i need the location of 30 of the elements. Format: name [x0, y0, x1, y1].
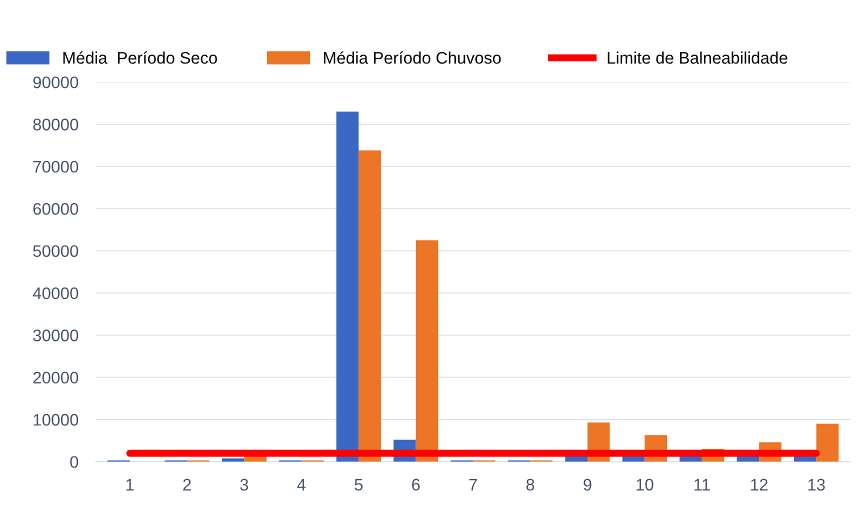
bar	[358, 150, 381, 462]
legend-label: Limite de Balneabilidade	[608, 52, 788, 64]
x-tick-label: 10	[636, 478, 654, 491]
bar	[416, 240, 438, 462]
x-tick-label: 4	[297, 478, 306, 490]
x-tick-label: 13	[808, 478, 825, 491]
x-tick-label: 9	[584, 478, 592, 491]
y-tick-label: 0	[70, 456, 78, 468]
y-tick-label: 20000	[33, 372, 78, 384]
y-tick-label: 70000	[33, 160, 78, 173]
y-tick-label: 80000	[33, 118, 78, 130]
legend-label: Média Período Chuvoso	[324, 51, 501, 64]
y-tick-label: 60000	[33, 203, 78, 215]
x-tick-label: 6	[412, 478, 420, 491]
x-tick-label: 5	[354, 478, 363, 491]
legend-label: Média Período Seco	[63, 51, 217, 64]
x-tick-label: 8	[526, 478, 534, 491]
x-tick-label: 2	[183, 478, 191, 490]
x-tick-label: 11	[694, 478, 710, 490]
y-tick-label: 40000	[32, 287, 78, 300]
y-tick-label: 10000	[34, 414, 78, 426]
x-tick-label: 3	[240, 478, 248, 491]
bar	[336, 112, 359, 462]
bar	[816, 424, 839, 462]
x-tick-label: 1	[126, 478, 134, 490]
y-tick-label: 50000	[33, 245, 78, 258]
y-tick-label: 90000	[33, 76, 78, 88]
x-tick-label: 12	[751, 478, 768, 490]
y-tick-label: 30000	[33, 330, 78, 342]
x-tick-label: 7	[469, 478, 477, 490]
